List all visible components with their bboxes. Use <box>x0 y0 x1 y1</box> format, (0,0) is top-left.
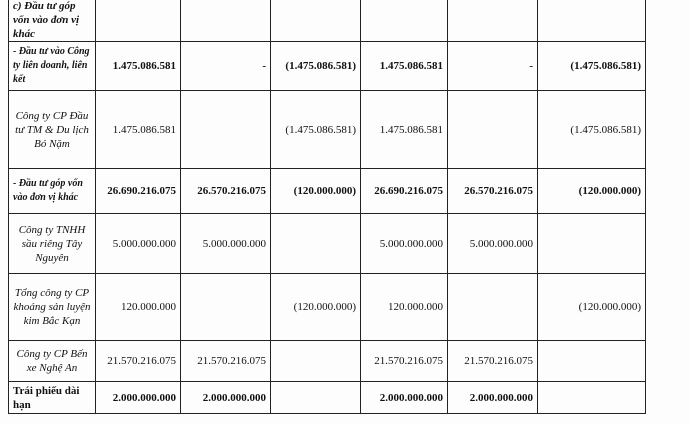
value-cell: 5.000.000.000 <box>180 213 271 274</box>
value-cell: 26.570.216.075 <box>180 168 271 214</box>
value-cell <box>447 273 538 341</box>
value-cell: 21.570.216.075 <box>360 340 448 382</box>
row-label: - Đầu tư vào Công ty liên doanh, liên kế… <box>8 41 96 91</box>
investment-table: c) Đầu tư góp vốn vào đơn vị khác - Đầu t… <box>8 0 646 414</box>
value-cell <box>447 90 538 169</box>
value-cell: 21.570.216.075 <box>180 340 271 382</box>
value-cell: 5.000.000.000 <box>447 213 538 274</box>
value-cell <box>537 340 646 382</box>
value-cell: 1.475.086.581 <box>95 41 181 91</box>
value-cell: 2.000.000.000 <box>95 381 181 414</box>
value-cell: (1.475.086.581) <box>270 41 361 91</box>
table-row: Công ty TNHH sầu riêng Tây Nguyên 5.000.0… <box>8 213 646 274</box>
row-label: Công ty TNHH sầu riêng Tây Nguyên <box>8 213 96 274</box>
table-row: Công ty CP Bến xe Nghệ An 21.570.216.075 2… <box>8 340 646 382</box>
value-cell: 26.690.216.075 <box>360 168 448 214</box>
table-row: Công ty CP Đầu tư TM & Du lịch Bó Nặm 1.4… <box>8 90 646 169</box>
value-cell: 1.475.086.581 <box>360 90 448 169</box>
value-cell <box>180 0 271 42</box>
value-cell: 1.475.086.581 <box>360 41 448 91</box>
value-cell: - <box>180 41 271 91</box>
value-cell <box>447 0 538 42</box>
row-label: c) Đầu tư góp vốn vào đơn vị khác <box>8 0 96 42</box>
value-cell <box>537 381 646 414</box>
value-cell: 2.000.000.000 <box>360 381 448 414</box>
value-cell <box>95 0 181 42</box>
row-label: Công ty CP Bến xe Nghệ An <box>8 340 96 382</box>
value-cell: (1.475.086.581) <box>537 41 646 91</box>
value-cell <box>537 213 646 274</box>
value-cell <box>180 90 271 169</box>
table-row: Trái phiếu dài hạn 2.000.000.000 2.000.000… <box>8 381 646 414</box>
value-cell <box>270 381 361 414</box>
value-cell: (120.000.000) <box>270 273 361 341</box>
value-cell <box>270 340 361 382</box>
value-cell: 2.000.000.000 <box>447 381 538 414</box>
table-row: c) Đầu tư góp vốn vào đơn vị khác <box>8 0 646 42</box>
value-cell <box>270 0 361 42</box>
row-label: - Đầu tư góp vốn vào đơn vị khác <box>8 168 96 214</box>
value-cell: - <box>447 41 538 91</box>
value-cell <box>270 213 361 274</box>
value-cell: 2.000.000.000 <box>180 381 271 414</box>
value-cell: (120.000.000) <box>537 273 646 341</box>
value-cell: (120.000.000) <box>537 168 646 214</box>
value-cell: 21.570.216.075 <box>95 340 181 382</box>
value-cell: (1.475.086.581) <box>537 90 646 169</box>
value-cell: (1.475.086.581) <box>270 90 361 169</box>
value-cell: 26.690.216.075 <box>95 168 181 214</box>
value-cell: 21.570.216.075 <box>447 340 538 382</box>
value-cell <box>180 273 271 341</box>
row-label: Tổng công ty CP khoáng sản luyện kim Bắc… <box>8 273 96 341</box>
value-cell: (120.000.000) <box>270 168 361 214</box>
table-row: - Đầu tư góp vốn vào đơn vị khác 26.690.2… <box>8 168 646 214</box>
value-cell <box>360 0 448 42</box>
value-cell: 120.000.000 <box>95 273 181 341</box>
value-cell: 5.000.000.000 <box>95 213 181 274</box>
value-cell: 120.000.000 <box>360 273 448 341</box>
value-cell <box>537 0 646 42</box>
value-cell: 1.475.086.581 <box>95 90 181 169</box>
table-row: Tổng công ty CP khoáng sản luyện kim Bắc… <box>8 273 646 341</box>
row-label: Trái phiếu dài hạn <box>8 381 96 414</box>
row-label: Công ty CP Đầu tư TM & Du lịch Bó Nặm <box>8 90 96 169</box>
value-cell: 26.570.216.075 <box>447 168 538 214</box>
table-row: - Đầu tư vào Công ty liên doanh, liên kế… <box>8 41 646 91</box>
value-cell: 5.000.000.000 <box>360 213 448 274</box>
